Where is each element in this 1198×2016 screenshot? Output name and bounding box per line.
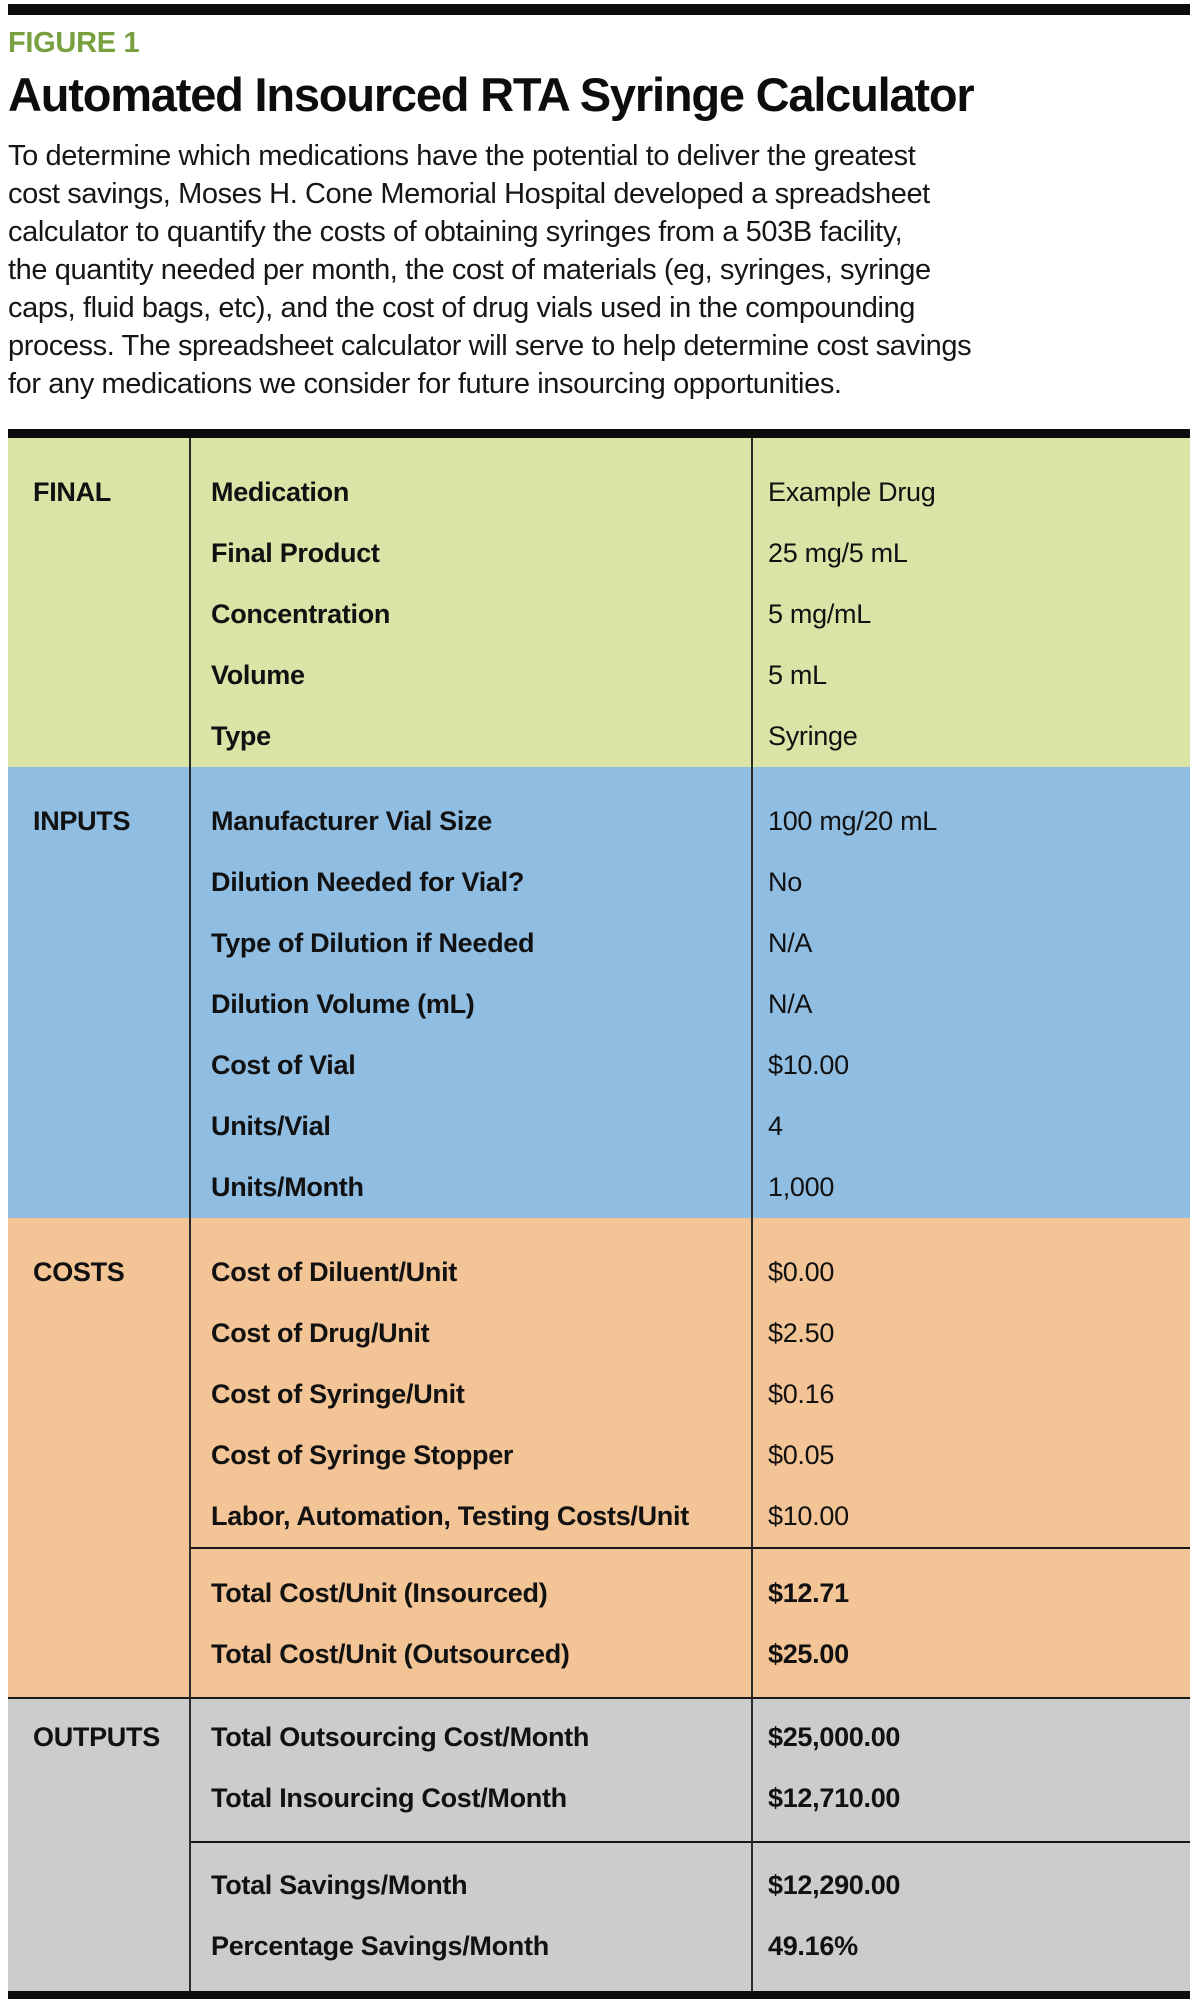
table-row: Manufacturer Vial Size 100 mg/20 mL: [189, 791, 1190, 852]
table-row: Type of Dilution if Needed N/A: [189, 913, 1190, 974]
row-label: Total Outsourcing Cost/Month: [211, 1722, 590, 1752]
table-row: Dilution Needed for Vial? No: [189, 852, 1190, 913]
table-section-final: FINAL Medication Example Drug Final Product…: [8, 438, 1190, 767]
row-group: Total Outsourcing Cost/Month $25,000.00 To…: [189, 1699, 1190, 1841]
row-value: $25.00: [768, 1639, 849, 1669]
row-value: Syringe: [768, 721, 858, 751]
row-label: Type of Dilution if Needed: [211, 928, 535, 958]
figure-kicker: FIGURE 1: [8, 27, 140, 59]
row-value: N/A: [768, 928, 813, 958]
row-label: Manufacturer Vial Size: [211, 806, 493, 836]
calculator-table: FINAL Medication Example Drug Final Product…: [8, 429, 1190, 1999]
row-label: Final Product: [211, 538, 380, 568]
section-label-outputs: OUTPUTS: [33, 1722, 160, 1752]
table-row: Total Savings/Month $12,290.00: [189, 1855, 1190, 1916]
row-label: Dilution Needed for Vial?: [211, 867, 525, 897]
table-row: Percentage Savings/Month 49.16%: [189, 1916, 1190, 1977]
row-value: 100 mg/20 mL: [768, 806, 937, 836]
row-label: Total Savings/Month: [211, 1870, 468, 1900]
row-label: Type: [211, 721, 271, 751]
row-label: Medication: [211, 477, 350, 507]
row-label: Volume: [211, 660, 305, 690]
row-value: 25 mg/5 mL: [768, 538, 908, 568]
table-row: Cost of Vial $10.00: [189, 1035, 1190, 1096]
row-label: Units/Month: [211, 1172, 364, 1202]
row-group: Manufacturer Vial Size 100 mg/20 mL Diluti…: [189, 767, 1190, 1218]
table-row: Units/Month 1,000: [189, 1157, 1190, 1218]
table-row: Total Outsourcing Cost/Month $25,000.00: [189, 1707, 1190, 1768]
table-row: Cost of Syringe/Unit $0.16: [189, 1364, 1190, 1425]
row-value: 1,000: [768, 1172, 835, 1202]
row-label: Units/Vial: [211, 1111, 331, 1141]
row-value: $0.00: [768, 1257, 835, 1287]
table-row: Dilution Volume (mL) N/A: [189, 974, 1190, 1035]
row-value: $2.50: [768, 1318, 835, 1348]
row-label: Cost of Diluent/Unit: [211, 1257, 457, 1287]
table-row: Cost of Syringe Stopper $0.05: [189, 1425, 1190, 1486]
row-value: $0.05: [768, 1440, 835, 1470]
row-label: Cost of Vial: [211, 1050, 356, 1080]
table-row: Medication Example Drug: [189, 462, 1190, 523]
group-divider-rule: [189, 1547, 1190, 1549]
row-value: $25,000.00: [768, 1722, 901, 1752]
row-value: Example Drug: [768, 477, 936, 507]
section-label-costs: COSTS: [33, 1257, 125, 1287]
row-group: Cost of Diluent/Unit $0.00 Cost of Drug/Un…: [189, 1218, 1190, 1547]
table-row: Type Syringe: [189, 706, 1190, 767]
table-section-inputs: INPUTS Manufacturer Vial Size 100 mg/20 mL…: [8, 767, 1190, 1218]
table-row: Labor, Automation, Testing Costs/Unit $10…: [189, 1486, 1190, 1547]
row-value: $12,290.00: [768, 1870, 901, 1900]
row-label: Cost of Syringe Stopper: [211, 1440, 514, 1470]
table-row: Cost of Drug/Unit $2.50: [189, 1303, 1190, 1364]
table-section-outputs: OUTPUTS Total Outsourcing Cost/Month $25,0…: [8, 1697, 1190, 1991]
row-value: 5 mL: [768, 660, 827, 690]
row-label: Percentage Savings/Month: [211, 1931, 549, 1961]
row-label: Dilution Volume (mL): [211, 989, 475, 1019]
table-row: Concentration 5 mg/mL: [189, 584, 1190, 645]
table-row: Total Insourcing Cost/Month $12,710.00: [189, 1768, 1190, 1829]
section-body: Total Outsourcing Cost/Month $25,000.00 To…: [189, 1699, 1190, 1991]
row-label: Total Insourcing Cost/Month: [211, 1783, 567, 1813]
section-label-final: FINAL: [33, 477, 111, 507]
section-body: Manufacturer Vial Size 100 mg/20 mL Diluti…: [189, 767, 1190, 1218]
row-value: $10.00: [768, 1050, 849, 1080]
table-row: Volume 5 mL: [189, 645, 1190, 706]
table-row: Total Cost/Unit (Outsourced) $25.00: [189, 1624, 1190, 1685]
row-label: Labor, Automation, Testing Costs/Unit: [211, 1501, 689, 1531]
row-label: Cost of Syringe/Unit: [211, 1379, 465, 1409]
row-value: $10.00: [768, 1501, 849, 1531]
table-row: Final Product 25 mg/5 mL: [189, 523, 1190, 584]
table-row: Units/Vial 4: [189, 1096, 1190, 1157]
section-body: Cost of Diluent/Unit $0.00 Cost of Drug/Un…: [189, 1218, 1190, 1697]
row-value: $0.16: [768, 1379, 835, 1409]
table-section-costs: COSTS Cost of Diluent/Unit $0.00 Cost of Dr…: [8, 1218, 1190, 1697]
top-rule: [8, 4, 1190, 15]
group-divider-rule: [189, 1841, 1190, 1843]
row-value: 5 mg/mL: [768, 599, 871, 629]
row-label: Cost of Drug/Unit: [211, 1318, 430, 1348]
row-label: Total Cost/Unit (Outsourced): [211, 1639, 570, 1669]
row-value: 4: [768, 1111, 783, 1141]
row-value: $12,710.00: [768, 1783, 901, 1813]
row-group: Total Savings/Month $12,290.00 Percentage …: [189, 1843, 1190, 1991]
row-value: 49.16%: [768, 1931, 858, 1961]
row-value: N/A: [768, 989, 813, 1019]
row-label: Total Cost/Unit (Insourced): [211, 1578, 548, 1608]
section-body: Medication Example Drug Final Product 25 mg…: [189, 438, 1190, 767]
table-row: Total Cost/Unit (Insourced) $12.71: [189, 1563, 1190, 1624]
figure-title: Automated Insourced RTA Syringe Calculat…: [8, 68, 975, 121]
row-group: Medication Example Drug Final Product 25 mg…: [189, 438, 1190, 767]
row-label: Concentration: [211, 599, 391, 629]
figure-description: To determine which medications have the …: [8, 140, 972, 400]
row-group: Total Cost/Unit (Insourced) $12.71 Total C…: [189, 1549, 1190, 1697]
row-value: $12.71: [768, 1578, 849, 1608]
row-value: No: [768, 867, 802, 897]
table-row: Cost of Diluent/Unit $0.00: [189, 1242, 1190, 1303]
section-label-inputs: INPUTS: [33, 806, 131, 836]
